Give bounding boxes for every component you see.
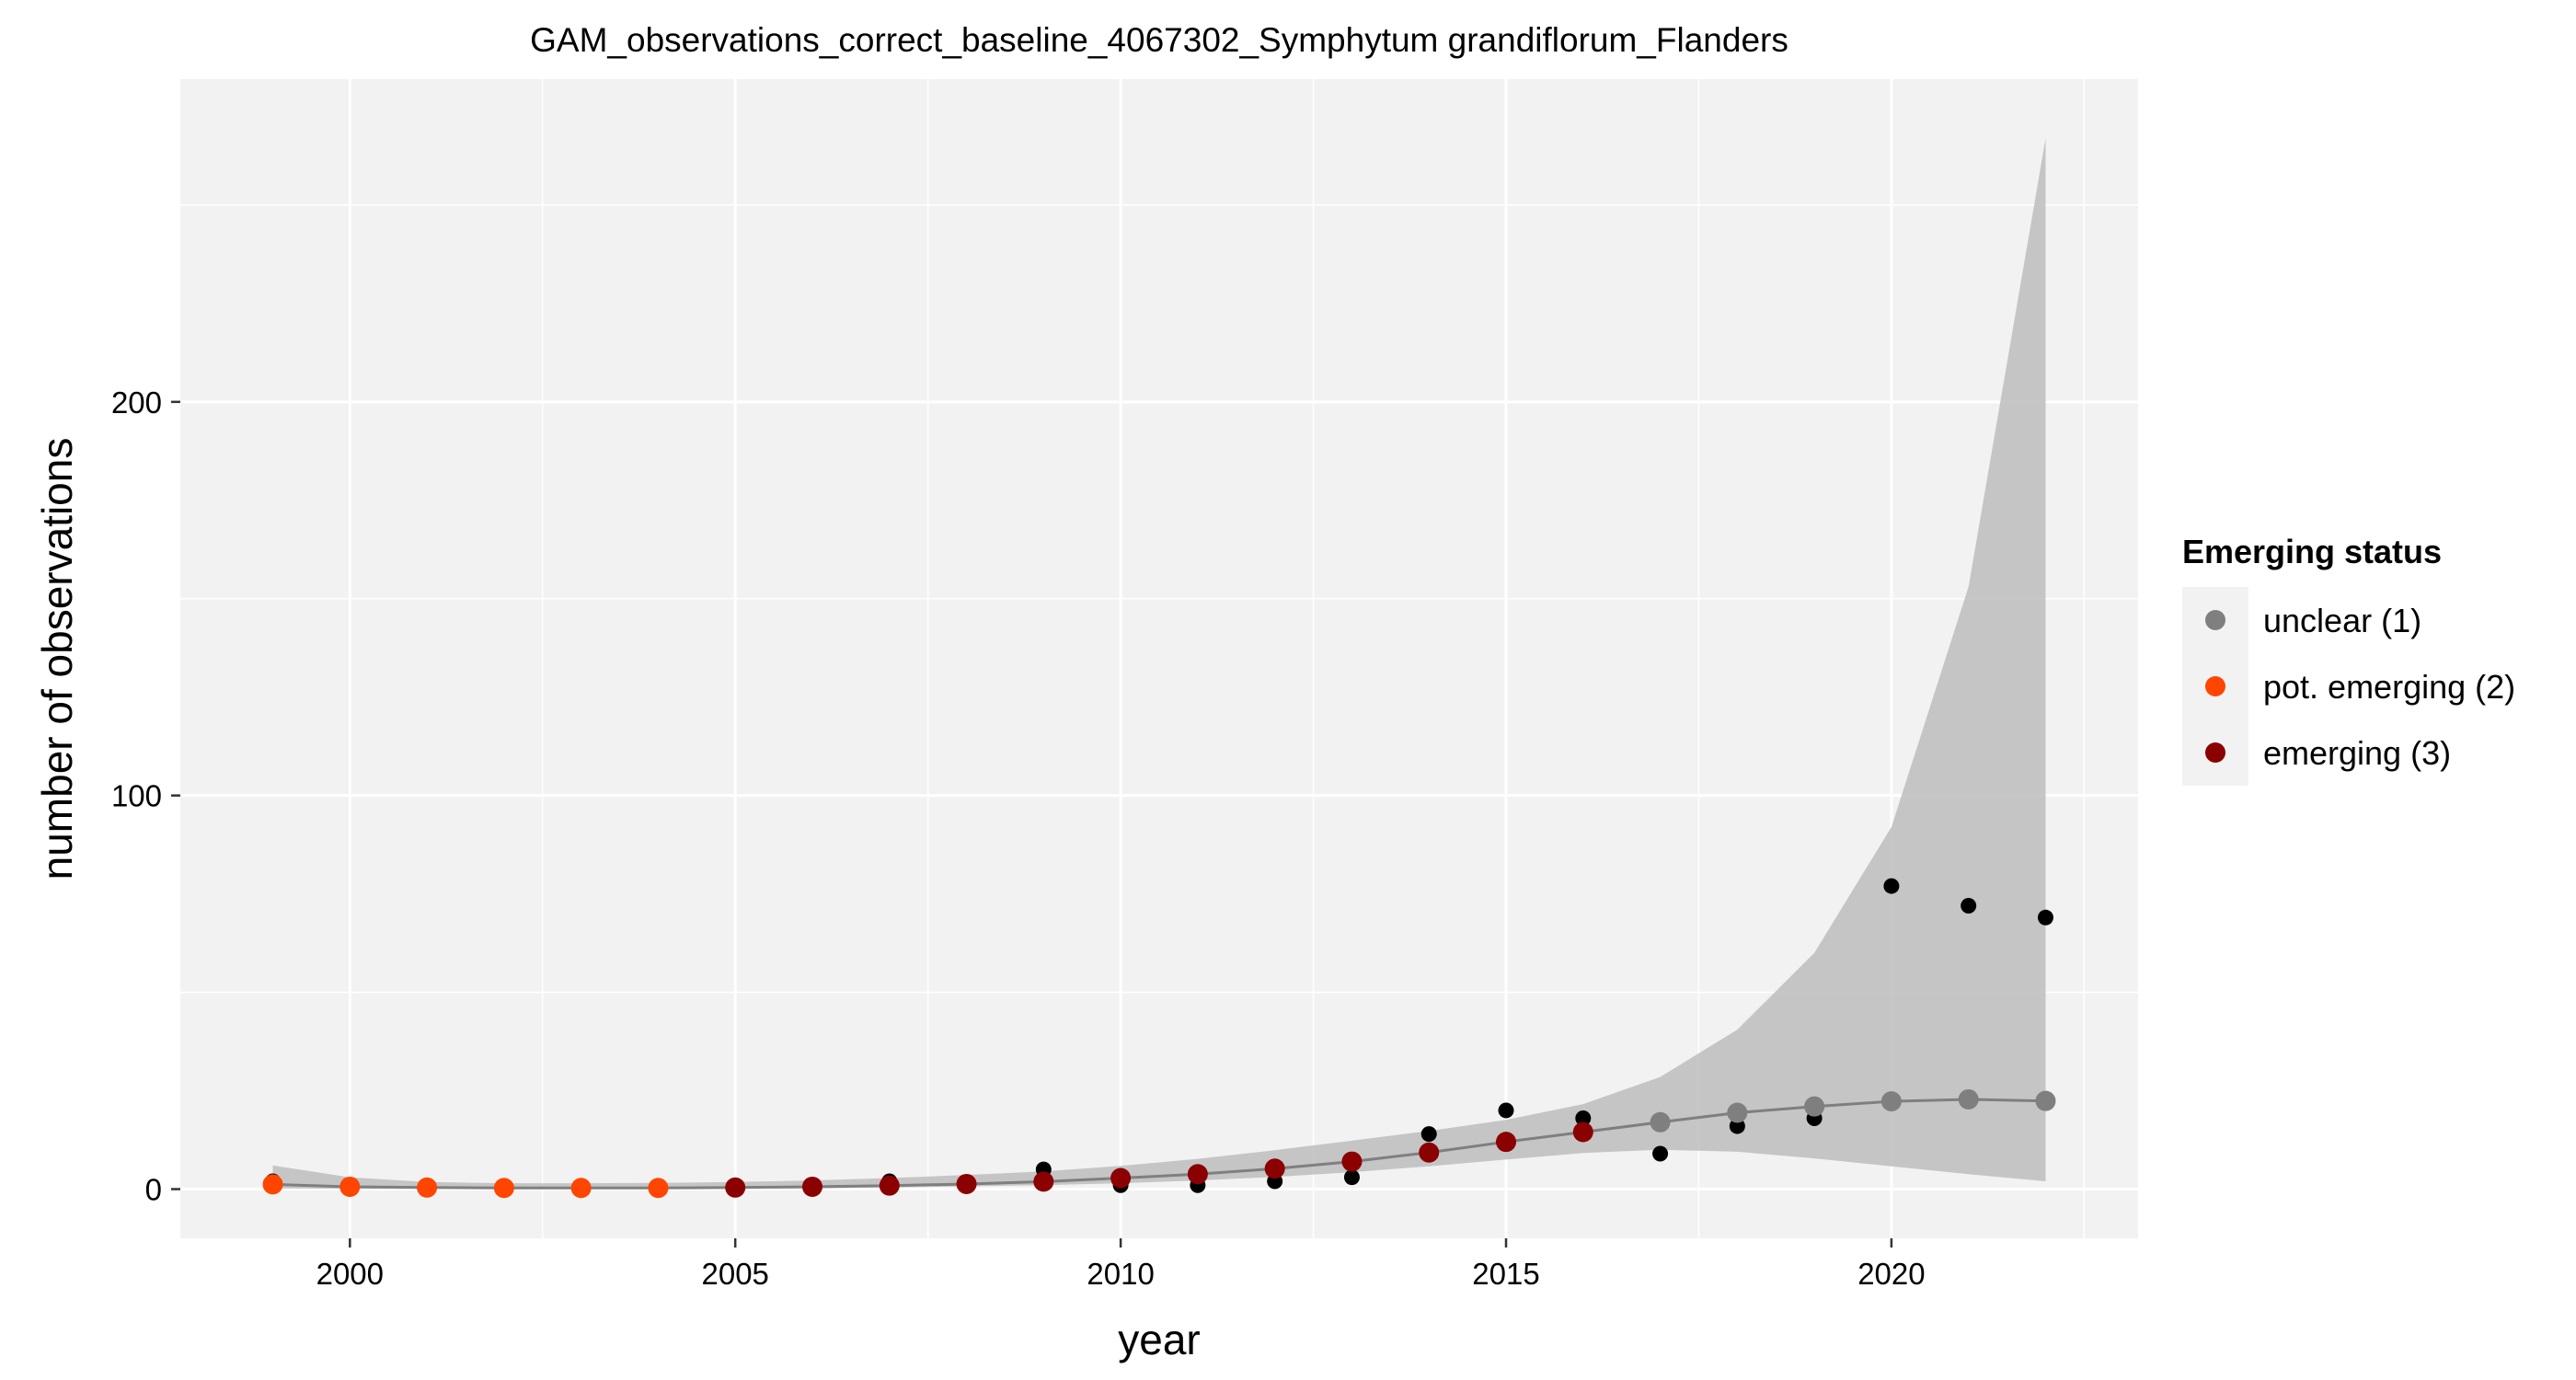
legend-title: Emerging status: [2182, 533, 2442, 570]
fitted-point: [1880, 1091, 1902, 1112]
fitted-point: [570, 1178, 592, 1199]
axes: 2000 2005 2010 2015 2020 0 100 200: [111, 385, 1926, 1291]
fitted-point: [339, 1176, 361, 1197]
observed-point: [1575, 1110, 1592, 1127]
observed-point: [1883, 878, 1900, 894]
observed-point: [2037, 909, 2053, 926]
fit-line-path: [272, 1098, 2046, 1190]
y-tick-label: 100: [111, 779, 162, 813]
fitted-point: [1264, 1158, 1285, 1179]
fitted-point: [493, 1178, 514, 1199]
legend-key-dot: [2205, 610, 2225, 630]
fitted-point: [1419, 1142, 1440, 1163]
chart-title: GAM_observations_correct_baseline_406730…: [530, 21, 1788, 59]
fitted-point: [801, 1176, 822, 1197]
fitted-point: [1958, 1088, 1979, 1110]
observed-point: [1652, 1145, 1669, 1162]
legend-key-dot: [2205, 676, 2225, 696]
x-tick-label: 2020: [1857, 1257, 1925, 1291]
observed-point: [1729, 1118, 1745, 1134]
fitted-points: [262, 1088, 2056, 1199]
fit-line: [272, 1098, 2046, 1190]
legend: Emerging status unclear (1) pot. emerging…: [2182, 533, 2515, 786]
fitted-point: [1033, 1171, 1054, 1192]
fitted-point: [879, 1175, 900, 1196]
fitted-point: [1187, 1164, 1208, 1185]
y-axis-title: number of observations: [33, 438, 81, 880]
observed-point: [1420, 1126, 1437, 1143]
fitted-point: [262, 1174, 283, 1195]
x-tick-label: 2000: [316, 1257, 384, 1291]
ribbon-area: [272, 138, 2046, 1190]
x-axis-title: year: [1118, 1316, 1200, 1363]
confidence-ribbon: [272, 138, 2046, 1190]
fitted-point: [648, 1178, 669, 1199]
legend-label: emerging (3): [2263, 734, 2451, 772]
grid-lines: [180, 79, 2138, 1238]
observed-point: [1498, 1102, 1514, 1119]
fitted-point: [956, 1173, 977, 1194]
y-tick-label: 200: [111, 385, 162, 420]
fitted-point: [1496, 1132, 1517, 1153]
fitted-point: [1341, 1151, 1363, 1172]
fitted-point: [1804, 1096, 1825, 1117]
legend-label: unclear (1): [2263, 602, 2421, 639]
observed-point: [1961, 897, 1977, 914]
y-tick-label: 0: [145, 1173, 162, 1207]
x-tick-label: 2015: [1472, 1257, 1539, 1291]
legend-key-dot: [2205, 742, 2225, 763]
fitted-point: [1650, 1111, 1671, 1133]
fitted-point: [1727, 1102, 1748, 1123]
fitted-point: [1110, 1167, 1132, 1189]
fitted-point: [417, 1177, 438, 1198]
x-tick-label: 2005: [702, 1257, 769, 1291]
fitted-point: [2035, 1090, 2056, 1111]
x-tick-label: 2010: [1087, 1257, 1154, 1291]
fitted-point: [1572, 1121, 1593, 1143]
legend-label: pot. emerging (2): [2263, 668, 2515, 706]
fitted-point: [725, 1177, 746, 1198]
observed-point: [1343, 1169, 1360, 1186]
